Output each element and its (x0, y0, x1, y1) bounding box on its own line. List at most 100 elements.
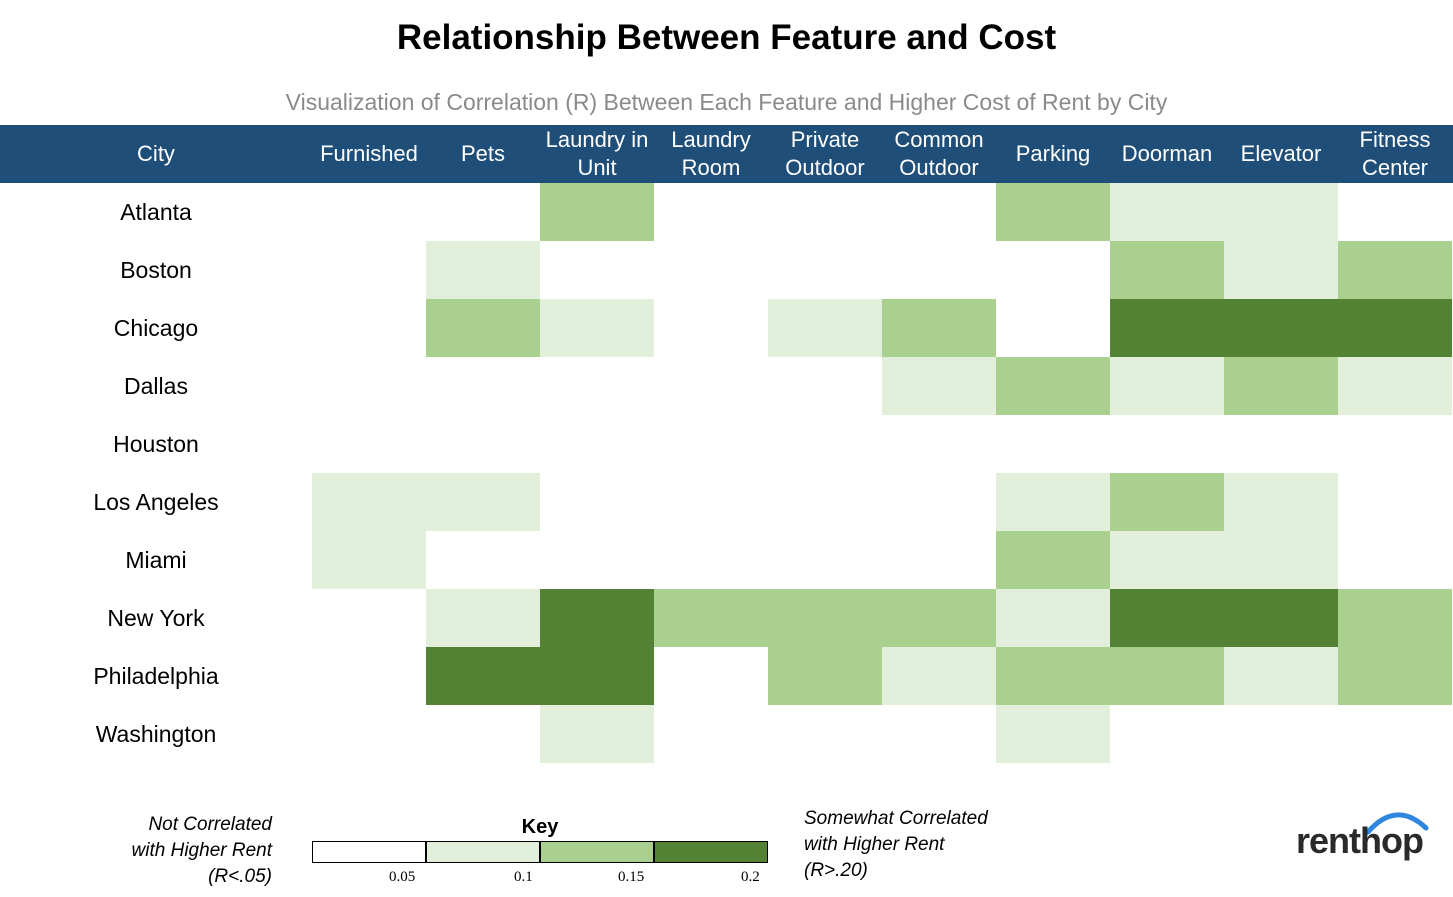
heatmap-cell (768, 589, 882, 647)
row-label-chicago: Chicago (113, 314, 199, 341)
row-label-miami: Miami (125, 546, 187, 573)
heatmap-cell (1224, 415, 1338, 473)
not-correlated-line-2: with Higher Rent (131, 840, 272, 861)
heatmap-cell (312, 357, 426, 415)
heatmap-cell (312, 241, 426, 299)
heatmap-cell (540, 531, 654, 589)
not-correlated-line-1: Not Correlated (148, 814, 272, 835)
heatmap-cell (312, 705, 426, 763)
heatmap-cell (996, 241, 1110, 299)
heatmap-cell (312, 183, 426, 241)
heatmap-cell (312, 473, 426, 531)
heatmap-cell (1338, 183, 1452, 241)
heatmap-cell (768, 705, 882, 763)
column-header-pets: Pets (460, 141, 506, 166)
heatmap-cell (654, 241, 768, 299)
heatmap-cell (654, 357, 768, 415)
heatmap-cell (1110, 647, 1224, 705)
heatmap-cell (426, 589, 540, 647)
column-header-elevator: Elevator (1240, 141, 1322, 166)
row-label-los-angeles: Los Angeles (93, 488, 219, 515)
heatmap-cell (1224, 705, 1338, 763)
heatmap-cell (654, 589, 768, 647)
heatmap-cell (1110, 705, 1224, 763)
key-swatch-1 (426, 841, 540, 863)
heatmap-cell (654, 705, 768, 763)
heatmap-cell (882, 415, 996, 473)
key-tick-2: 0.15 (618, 869, 645, 885)
heatmap-cell (1224, 241, 1338, 299)
heatmap-cell (1338, 589, 1452, 647)
heatmap-cell (654, 473, 768, 531)
heatmap-cell (426, 183, 540, 241)
heatmap-cell (1338, 647, 1452, 705)
heatmap-cell (312, 299, 426, 357)
row-label-houston: Houston (113, 430, 199, 457)
heatmap-cell (768, 647, 882, 705)
heatmap-cell (654, 647, 768, 705)
heatmap-cell (1338, 357, 1452, 415)
heatmap-cell (540, 357, 654, 415)
heatmap-cell (312, 531, 426, 589)
heatmap-cell (654, 183, 768, 241)
column-header-furnished: Furnished (320, 141, 418, 166)
row-label-boston: Boston (120, 256, 192, 283)
row-label-atlanta: Atlanta (120, 198, 192, 225)
heatmap-cell (426, 473, 540, 531)
heatmap-cell (1224, 357, 1338, 415)
heatmap-cell (540, 705, 654, 763)
heatmap-cell (1224, 531, 1338, 589)
heatmap-cell (996, 705, 1110, 763)
key-title: Key (521, 816, 559, 838)
column-header-laundry-room: Laundry Room (671, 127, 751, 180)
heatmap-cell (426, 647, 540, 705)
heatmap-cell (1224, 647, 1338, 705)
heatmap-cell (768, 357, 882, 415)
heatmap-cell (540, 299, 654, 357)
somewhat-correlated-line-2: with Higher Rent (804, 834, 945, 855)
column-header-common-outdoor: Common Outdoor (894, 127, 984, 180)
heatmap-cell (540, 589, 654, 647)
header-bar (0, 125, 1453, 183)
key-swatch-0 (312, 841, 426, 863)
heatmap-cell (540, 473, 654, 531)
key-tick-1: 0.1 (514, 869, 533, 885)
heatmap-cell (1224, 473, 1338, 531)
heatmap-cell (768, 241, 882, 299)
heatmap-cell (312, 415, 426, 473)
not-correlated-note: Not Correlated with Higher Rent (R<.05) (100, 812, 272, 890)
somewhat-correlated-note: Somewhat Correlated with Higher Rent (R>… (804, 806, 1044, 884)
column-header-private-outdoor: Private Outdoor (785, 127, 865, 180)
heatmap-cell (654, 531, 768, 589)
heatmap-cell (996, 473, 1110, 531)
column-header-laundry-in-unit: Laundry in Unit (545, 127, 649, 180)
heatmap-cell (882, 531, 996, 589)
row-label-philadelphia: Philadelphia (93, 662, 219, 689)
chart-title: Relationship Between Feature and Cost (396, 18, 1057, 57)
heatmap-cell (768, 183, 882, 241)
heatmap-cell (768, 531, 882, 589)
column-header-city: City (137, 141, 175, 166)
row-label-dallas: Dallas (124, 372, 188, 399)
somewhat-correlated-line-1: Somewhat Correlated (804, 808, 988, 829)
heatmap-cell (882, 357, 996, 415)
heatmap-cell (996, 531, 1110, 589)
heatmap-cell (1338, 531, 1452, 589)
heatmap-cell (1338, 415, 1452, 473)
key-tick-3: 0.2 (741, 869, 760, 885)
heatmap-cell (996, 183, 1110, 241)
chart-subtitle: Visualization of Correlation (R) Between… (285, 89, 1168, 115)
heatmap-cell (1110, 357, 1224, 415)
heatmap-cell (996, 647, 1110, 705)
heatmap-cell (540, 183, 654, 241)
heatmap-cell (1338, 705, 1452, 763)
heatmap-cell (768, 299, 882, 357)
heatmap-cell (654, 299, 768, 357)
logo-arc-icon (1365, 812, 1429, 835)
heatmap-cell (996, 589, 1110, 647)
heatmap-cell (540, 647, 654, 705)
heatmap-cell (426, 415, 540, 473)
heatmap-cell (882, 241, 996, 299)
heatmap-cell (882, 183, 996, 241)
heatmap-cell (1338, 473, 1452, 531)
